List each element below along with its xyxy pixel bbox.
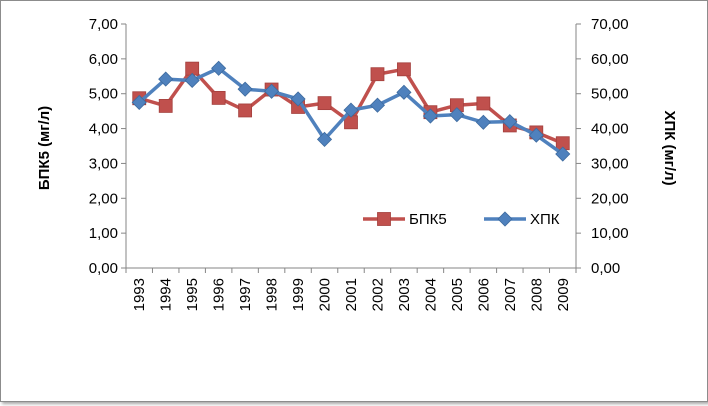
data-point-diamond: [502, 114, 518, 130]
y-axis-title-right: ХПК (мг/л): [661, 110, 678, 185]
data-point-square: [476, 96, 491, 111]
x-tick-label: 1994: [158, 278, 175, 311]
data-point-diamond: [396, 84, 412, 100]
x-tick-label: 2006: [475, 278, 492, 311]
y-tick-label-left: 4,00: [89, 121, 118, 138]
data-point-diamond: [237, 81, 253, 97]
data-point-square: [158, 99, 173, 113]
y-tick-label-right: 50,00: [591, 86, 629, 103]
x-tick-label: 2000: [317, 278, 334, 311]
legend-item: ХПК: [484, 211, 560, 228]
x-tick-label: 1998: [264, 278, 281, 311]
data-point-square: [397, 62, 411, 77]
y-tick-label-left: 0,00: [89, 260, 118, 277]
data-point-diamond: [369, 97, 386, 113]
y-tick-label-left: 7,00: [89, 16, 118, 33]
y-tick-label-left: 2,00: [89, 190, 118, 207]
x-tick-label: 2008: [528, 278, 545, 311]
data-point-diamond: [131, 94, 147, 110]
data-point-diamond: [449, 107, 465, 123]
data-point-square: [344, 115, 358, 130]
x-tick-label: 2002: [369, 278, 386, 311]
x-tick-label: 1996: [211, 278, 228, 311]
y-tick-label-right: 0,00: [591, 260, 620, 277]
x-tick-label: 2004: [422, 278, 439, 311]
data-point-diamond: [422, 108, 438, 124]
data-point-diamond: [555, 146, 571, 162]
x-tick-label: 2007: [502, 278, 519, 311]
y-tick-label-right: 20,00: [591, 190, 629, 207]
y-axis-title-left: БПК5 (мг/л): [36, 106, 53, 190]
data-point-diamond: [475, 114, 491, 130]
y-tick-label-left: 6,00: [89, 51, 118, 68]
legend-marker-diamond: [497, 211, 513, 227]
data-point-square: [238, 103, 253, 118]
y-tick-label-right: 30,00: [591, 155, 629, 172]
data-point-diamond: [528, 127, 544, 143]
legend-marker-square: [377, 212, 391, 226]
y-tick-label-right: 60,00: [591, 51, 629, 68]
x-tick-label: 1995: [184, 278, 201, 311]
series-left: [132, 61, 570, 151]
data-point-diamond: [290, 91, 306, 107]
data-point-square: [211, 90, 226, 105]
data-point-diamond: [264, 83, 280, 99]
legend-label: ХПК: [530, 211, 560, 228]
y-tick-label-right: 10,00: [591, 225, 629, 242]
y-tick-label-left: 5,00: [89, 86, 118, 103]
data-point-square: [317, 96, 332, 111]
data-point-diamond: [211, 60, 227, 76]
x-tick-label: 2005: [449, 278, 466, 311]
chart-series: [131, 60, 571, 162]
legend-item: БПК5: [363, 211, 447, 228]
data-point-diamond: [184, 72, 200, 89]
legend-label: БПК5: [409, 211, 447, 228]
data-point-square: [370, 67, 385, 82]
x-tick-label: 1993: [131, 278, 148, 311]
y-tick-label-right: 40,00: [591, 121, 629, 138]
x-tick-label: 2001: [343, 278, 360, 311]
data-point-diamond: [343, 102, 359, 118]
x-tick-label: 1999: [290, 278, 307, 311]
chart-legend: БПК5 ХПК: [363, 211, 560, 228]
chart-axes: 0,00 1,00 2,00 3,00 4,00 5,00 6,00 7,00 0,00 10,0…: [89, 16, 629, 311]
y-tick-label-left: 3,00: [89, 155, 118, 172]
y-tick-label-right: 70,00: [591, 16, 629, 33]
x-tick-label: 2009: [555, 278, 572, 311]
data-point-diamond: [158, 71, 174, 87]
x-tick-label: 1997: [237, 278, 254, 311]
data-point-diamond: [316, 131, 333, 147]
x-tick-label: 2003: [396, 278, 413, 311]
y-tick-label-left: 1,00: [89, 225, 118, 242]
series-right: [131, 60, 571, 162]
